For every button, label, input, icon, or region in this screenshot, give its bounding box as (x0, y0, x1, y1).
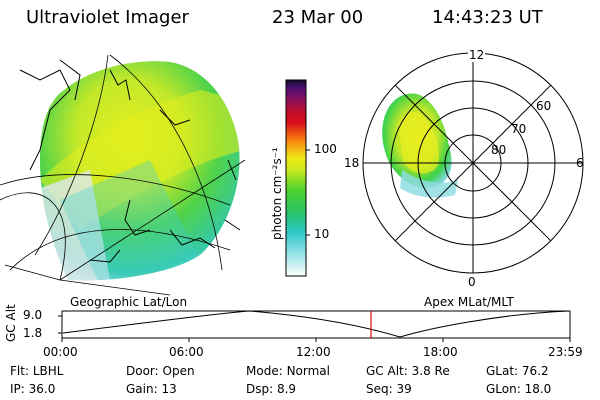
timeline-axis-label: GC Alt (4, 304, 18, 342)
footer-flt: Flt: LBHL (10, 364, 63, 378)
polar-plot (362, 52, 584, 274)
gain-value: 13 (161, 382, 177, 396)
flt-value: LBHL (32, 364, 64, 378)
flt-label: Flt: (10, 364, 29, 378)
timeline-xtick-1800: 18:00 (423, 345, 458, 359)
glon-value: 18.0 (524, 382, 552, 396)
lat-label-60: 60 (536, 99, 552, 113)
door-value: Open (162, 364, 195, 378)
gc-alt-value: 3.8 Re (411, 364, 450, 378)
mlt-label-12: 12 (468, 48, 486, 62)
geographic-image (0, 54, 246, 296)
time-label: 14:43:23 UT (432, 7, 543, 28)
gc-alt-label: GC Alt: (366, 364, 408, 378)
footer-glat: GLat: 76.2 (486, 364, 549, 378)
colorbar-unit-label: photon cm⁻²s⁻¹ (270, 147, 284, 240)
apex-panel-label: Apex MLat/MLT (424, 295, 514, 309)
ip-label: IP: (10, 382, 25, 396)
seq-value: 39 (396, 382, 412, 396)
ip-value: 36.0 (28, 382, 56, 396)
dsp-value: 8.9 (276, 382, 297, 396)
footer-glon: GLon: 18.0 (486, 382, 551, 396)
footer-seq: Seq: 39 (366, 382, 412, 396)
timeline-plot (58, 310, 571, 342)
glat-value: 76.2 (521, 364, 549, 378)
geographic-panel-label: Geographic Lat/Lon (70, 295, 188, 309)
footer-gc-alt: GC Alt: 3.8 Re (366, 364, 450, 378)
footer-door: Door: Open (126, 364, 195, 378)
colorbar (285, 79, 307, 277)
timeline-ytick-low: 1.8 (23, 326, 43, 340)
glat-label: GLat: (486, 364, 519, 378)
date-label: 23 Mar 00 (272, 7, 364, 28)
colorbar-tick-10: 10 (314, 227, 330, 241)
glon-label: GLon: (486, 382, 521, 396)
timeline-xtick-0000: 00:00 (43, 345, 78, 359)
timeline-ytick-high: 9.0 (23, 308, 43, 322)
dsp-label: Dsp: (246, 382, 274, 396)
footer-mode: Mode: Normal (246, 364, 330, 378)
timeline-xtick-0600: 06:00 (169, 345, 204, 359)
footer-dsp: Dsp: 8.9 (246, 382, 296, 396)
lat-label-80: 80 (491, 143, 507, 157)
timeline-xtick-1200: 12:00 (296, 345, 331, 359)
colorbar-tick-100: 100 (314, 142, 337, 156)
footer-gain: Gain: 13 (126, 382, 177, 396)
door-label: Door: (126, 364, 159, 378)
mlt-label-6: 6 (576, 156, 584, 170)
footer-ip: IP: 36.0 (10, 382, 55, 396)
seq-label: Seq: (366, 382, 393, 396)
mode-label: Mode: (246, 364, 283, 378)
timeline-xtick-2359: 23:59 (548, 345, 583, 359)
instrument-title: Ultraviolet Imager (26, 7, 189, 28)
mlt-label-18: 18 (344, 156, 360, 170)
lat-label-70: 70 (511, 122, 527, 136)
gain-label: Gain: (126, 382, 158, 396)
mode-value: Normal (286, 364, 330, 378)
mlt-label-0: 0 (468, 275, 476, 289)
